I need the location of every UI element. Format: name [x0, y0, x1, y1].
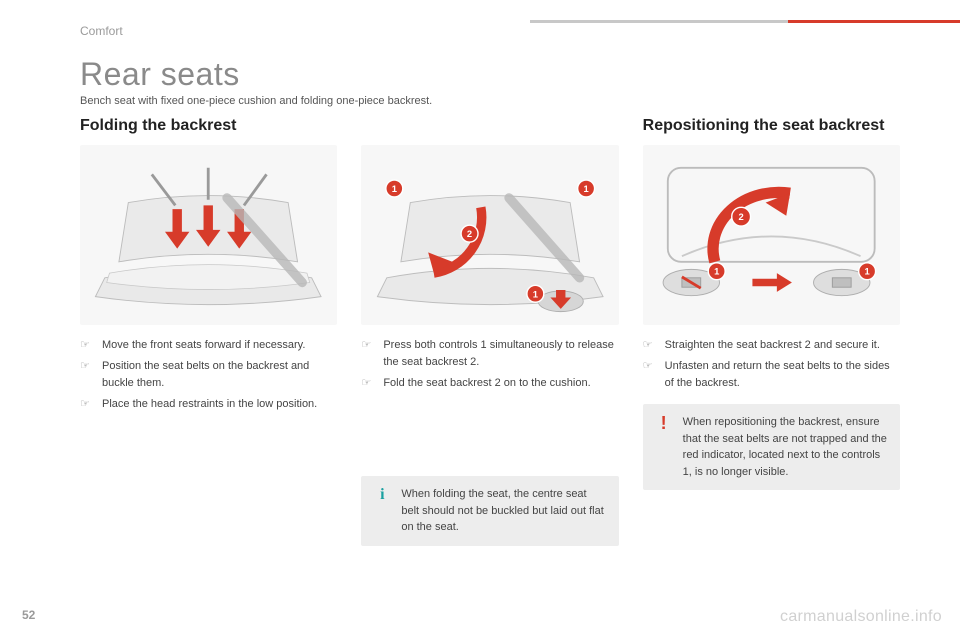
bullet-marker-icon: ☞ — [80, 337, 92, 354]
svg-text:1: 1 — [391, 182, 396, 193]
bullet-marker-icon: ☞ — [361, 337, 373, 371]
list-item: ☞ Move the front seats forward if necessa… — [80, 337, 337, 354]
watermark: carmanualsonline.info — [780, 608, 942, 626]
column-repositioning: Repositioning the seat backrest 2 — [643, 117, 900, 546]
warning-icon: ! — [655, 414, 673, 432]
bullets-folding-1: ☞ Move the front seats forward if necessa… — [80, 337, 337, 413]
bullets-folding-2: ☞ Press both controls 1 simultaneously to… — [361, 337, 618, 392]
list-item: ☞ Fold the seat backrest 2 on to the cush… — [361, 375, 618, 392]
info-note: i When folding the seat, the centre seat… — [361, 476, 618, 546]
info-icon: i — [373, 486, 391, 504]
seat-sketch-icon — [86, 150, 330, 321]
info-note-text: When folding the seat, the centre seat b… — [401, 486, 606, 536]
svg-text:1: 1 — [714, 265, 719, 276]
manual-page: Comfort Rear seats Bench seat with fixed… — [0, 0, 960, 640]
warning-note: ! When repositioning the backrest, ensur… — [643, 404, 900, 490]
bullet-text: Press both controls 1 simultaneously to … — [383, 337, 618, 371]
page-subtitle: Bench seat with fixed one-piece cushion … — [80, 95, 900, 107]
reposition-sketch-icon: 2 1 1 — [649, 150, 893, 321]
bullet-text: Position the seat belts on the backrest … — [102, 358, 337, 392]
bullet-text: Place the head restraints in the low pos… — [102, 396, 317, 413]
page-title: Rear seats — [80, 56, 900, 93]
list-item: ☞ Straighten the seat backrest 2 and secu… — [643, 337, 900, 354]
heading-repositioning: Repositioning the seat backrest — [643, 117, 900, 135]
svg-text:1: 1 — [533, 288, 538, 299]
bullet-marker-icon: ☞ — [80, 396, 92, 413]
bullet-marker-icon: ☞ — [643, 337, 655, 354]
bullet-marker-icon: ☞ — [643, 358, 655, 392]
bullets-repositioning: ☞ Straighten the seat backrest 2 and secu… — [643, 337, 900, 392]
breadcrumb: Comfort — [80, 24, 900, 38]
svg-text:1: 1 — [865, 265, 870, 276]
svg-text:2: 2 — [739, 211, 744, 222]
bullet-text: Straighten the seat backrest 2 and secur… — [665, 337, 880, 354]
illustration-repositioning: 2 1 1 — [643, 145, 900, 325]
bullet-marker-icon: ☞ — [80, 358, 92, 392]
page-number: 52 — [22, 608, 35, 622]
list-item: ☞ Place the head restraints in the low po… — [80, 396, 337, 413]
illustration-folding-step2: 1 1 2 1 — [361, 145, 618, 325]
column-folding-step2: . 1 1 2 1 — [361, 117, 618, 546]
bullet-marker-icon: ☞ — [361, 375, 373, 392]
bullet-text: Fold the seat backrest 2 on to the cushi… — [383, 375, 590, 392]
seat-fold-sketch-icon: 1 1 2 1 — [368, 150, 612, 321]
column-folding: Folding the backrest — [80, 117, 337, 546]
bullet-text: Move the front seats forward if necessar… — [102, 337, 305, 354]
warning-note-text: When repositioning the backrest, ensure … — [683, 414, 888, 480]
svg-text:2: 2 — [467, 228, 472, 239]
content-columns: Folding the backrest — [80, 117, 900, 546]
svg-text:1: 1 — [583, 182, 588, 193]
illustration-folding-step1 — [80, 145, 337, 325]
heading-folding: Folding the backrest — [80, 117, 337, 135]
header-accent-rule — [530, 20, 960, 23]
list-item: ☞ Unfasten and return the seat belts to t… — [643, 358, 900, 392]
bullet-text: Unfasten and return the seat belts to th… — [665, 358, 900, 392]
list-item: ☞ Press both controls 1 simultaneously to… — [361, 337, 618, 371]
list-item: ☞ Position the seat belts on the backrest… — [80, 358, 337, 392]
